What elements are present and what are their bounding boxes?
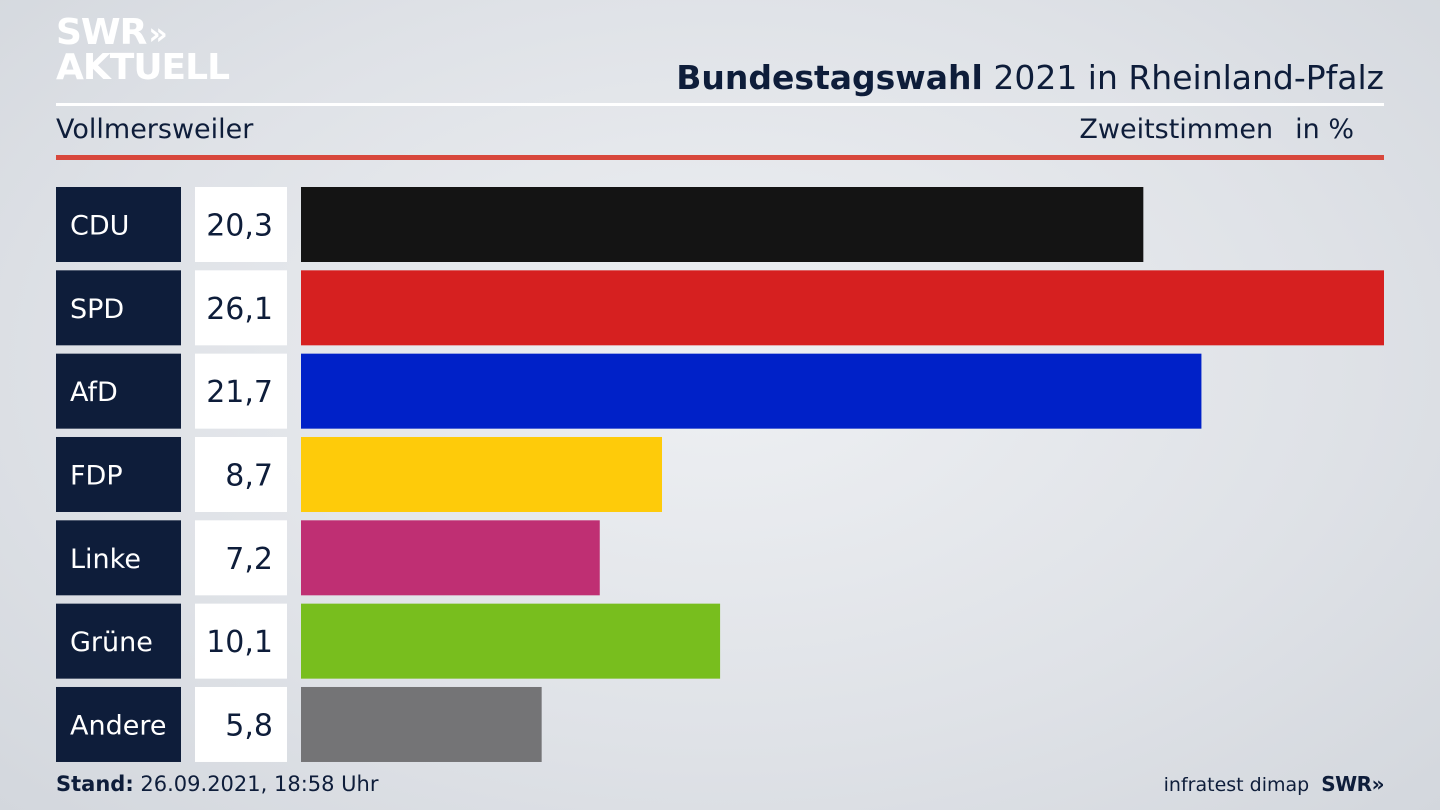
bar-afd [301, 353, 1202, 429]
party-label-box-afd [56, 353, 181, 429]
value-label-fdp: 8,7 [225, 458, 273, 493]
chart-title: Bundestagswahl 2021 in Rheinland-Pfalz [676, 58, 1384, 97]
value-box-gr-ne [195, 603, 287, 679]
party-label-gr-ne: Grüne [70, 627, 153, 658]
value-box-fdp [195, 436, 287, 512]
bar-andere [301, 686, 542, 762]
timestamp: Stand: 26.09.2021, 18:58 Uhr [56, 772, 379, 796]
source-name: infratest dimap [1163, 774, 1310, 796]
party-label-spd: SPD [70, 294, 124, 325]
bar-linke [301, 520, 600, 596]
logo-aktuell-text: AKTUELL [56, 47, 230, 88]
accent-divider [56, 155, 1384, 160]
party-label-cdu: CDU [70, 211, 129, 242]
swr-aktuell-logo: SWR» AKTUELL [56, 15, 230, 88]
unit-label: in % [1295, 114, 1354, 145]
value-label-spd: 26,1 [206, 292, 273, 327]
bar-fdp [301, 436, 662, 512]
party-label-fdp: FDP [70, 460, 123, 491]
value-label-cdu: 20,3 [206, 209, 273, 244]
bar-spd [301, 270, 1384, 346]
party-label-andere: Andere [70, 710, 166, 741]
party-label-linke: Linke [70, 544, 141, 575]
party-label-box-gr-ne [56, 603, 181, 679]
chart-title-rest: 2021 in Rheinland-Pfalz [982, 58, 1384, 97]
source-credit: infratest dimap SWR» [1163, 772, 1385, 796]
measure-label: Zweitstimmen in % [1079, 114, 1354, 145]
measure-name: Zweitstimmen [1079, 114, 1274, 145]
chart-title-bold: Bundestagswahl [676, 58, 983, 97]
party-label-box-spd [56, 270, 181, 346]
party-label-box-linke [56, 520, 181, 596]
header-divider [56, 103, 1384, 106]
value-label-afd: 21,7 [206, 375, 273, 410]
party-label-box-cdu [56, 187, 181, 262]
bar-cdu [301, 187, 1144, 262]
party-label-box-fdp [56, 436, 181, 512]
value-label-linke: 7,2 [225, 542, 273, 577]
stand-label: Stand: [56, 772, 134, 796]
value-box-afd [195, 353, 287, 429]
location-name: Vollmersweiler [56, 114, 254, 145]
value-box-cdu [195, 187, 287, 262]
logo-swr-text: SWR [56, 12, 147, 53]
party-label-box-andere [56, 686, 181, 762]
bar-gr-ne [301, 603, 721, 679]
value-box-linke [195, 520, 287, 596]
value-label-gr-ne: 10,1 [206, 625, 273, 660]
value-box-andere [195, 686, 287, 762]
swr-small-logo: SWR» [1321, 772, 1384, 796]
party-label-afd: AfD [70, 377, 118, 408]
value-box-spd [195, 270, 287, 346]
value-label-andere: 5,8 [225, 708, 273, 743]
stand-value: 26.09.2021, 18:58 Uhr [133, 772, 379, 796]
